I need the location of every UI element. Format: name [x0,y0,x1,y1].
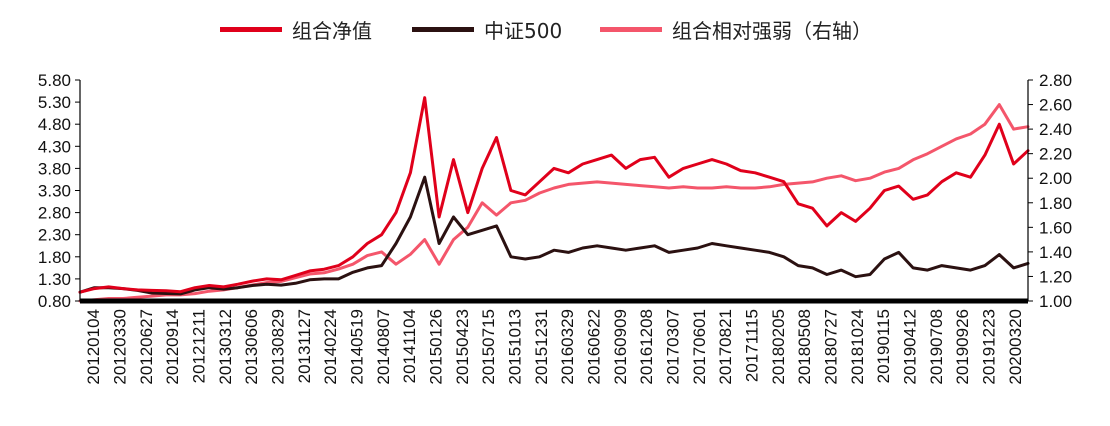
legend-label-nav: 组合净值 [292,18,372,43]
series-line-1 [78,175,1030,296]
y-right-tick-label: 2.00 [1039,169,1072,188]
x-tick-label: 20151013 [506,309,525,385]
y-left-tick-label: 2.30 [38,226,71,245]
x-tick-label: 20190708 [927,309,946,385]
y-right-tick-label: 2.40 [1039,120,1072,139]
legend-item-relative: 组合相对强弱（右轴） [600,14,872,44]
series-line-2 [78,103,1030,303]
series-line-0 [78,96,1030,294]
x-tick-label: 20141104 [400,309,419,383]
y-left-tick-label: 3.30 [38,182,71,201]
x-tick-label: 20150423 [453,309,472,385]
x-tick-label: 20161208 [637,309,656,385]
x-tick-label: 20140519 [348,309,367,385]
x-tick-label: 20150715 [479,309,498,385]
y-right-tick-label: 1.80 [1039,194,1072,213]
chart-legend: 组合净值 中证500 组合相对强弱（右轴） [0,14,1110,44]
y-axis-right: 1.00 1.20 1.40 1.60 1.80 2.00 2.20 2.40 2.60 2.80 [1027,71,1072,311]
x-tick-label: 20160329 [558,309,577,385]
x-tick-label: 20150126 [427,309,446,385]
x-tick-label: 20180205 [769,309,788,385]
x-tick-label: 20190926 [953,309,972,385]
x-tick-label: 20160622 [585,309,604,385]
x-tick-label: 20190412 [901,309,920,385]
x-tick-label: 20120104 [84,309,103,385]
x-tick-label: 20120627 [137,309,156,385]
legend-label-index: 中证500 [484,18,563,43]
x-tick-label: 20160909 [611,309,630,385]
y-right-tick-label: 2.60 [1039,96,1072,115]
x-tick-label: 20180727 [822,309,841,385]
x-tick-label: 20170601 [690,309,709,385]
x-tick-label: 20130606 [242,309,261,385]
x-tick-label: 20190115 [874,309,893,383]
y-left-tick-label: 2.80 [38,204,71,223]
y-right-tick-label: 2.20 [1039,145,1072,164]
y-right-tick-label: 1.40 [1039,243,1072,262]
x-tick-label: 20200320 [1006,309,1025,385]
x-tick-label: 20191223 [980,309,999,385]
legend-item-nav: 组合净值 [220,14,372,44]
plot-lines [78,96,1030,303]
x-tick-label: 20120330 [111,309,130,385]
y-right-tick-label: 1.20 [1039,267,1072,286]
x-tick-label: 20181024 [848,309,867,385]
x-tick-label: 20151231 [532,309,551,385]
y-right-tick-label: 1.60 [1039,218,1072,237]
x-tick-label: 20131127 [295,309,314,383]
y-left-tick-label: 5.80 [38,71,71,90]
x-tick-label: 20121211 [190,309,209,383]
x-tick-label: 20130829 [269,309,288,385]
y-left-tick-label: 4.80 [38,115,71,134]
legend-swatch-relative [600,26,662,32]
legend-item-index: 中证500 [412,14,562,44]
x-tick-label: 20170307 [664,309,683,385]
x-axis: 20120104 20120330 20120627 20120914 20121211… [80,298,1028,385]
legend-swatch-index [412,26,474,32]
y-left-tick-label: 5.30 [38,93,71,112]
legend-swatch-nav [220,26,282,32]
y-right-tick-label: 2.80 [1039,71,1072,90]
x-tick-label: 20140224 [321,309,340,385]
y-left-tick-label: 4.30 [38,137,71,156]
x-tick-label: 20180508 [795,309,814,385]
y-axis-left: 0.80 1.30 1.80 2.30 2.80 3.30 3.80 4.30 4.80 5.30… [38,71,81,311]
x-tick-label: 20130312 [216,309,235,385]
x-tick-label: 20171115 [743,309,762,382]
y-left-tick-label: 3.80 [38,159,71,178]
legend-label-relative: 组合相对强弱（右轴） [672,18,872,43]
x-tick-label: 20120914 [163,309,182,385]
x-tick-label: 20170821 [716,309,735,385]
y-left-tick-label: 1.80 [38,248,71,267]
x-tick-label: 20140807 [374,309,393,385]
y-left-tick-label: 0.80 [38,292,71,311]
y-right-tick-label: 1.00 [1039,292,1072,311]
y-left-tick-label: 1.30 [38,270,71,289]
